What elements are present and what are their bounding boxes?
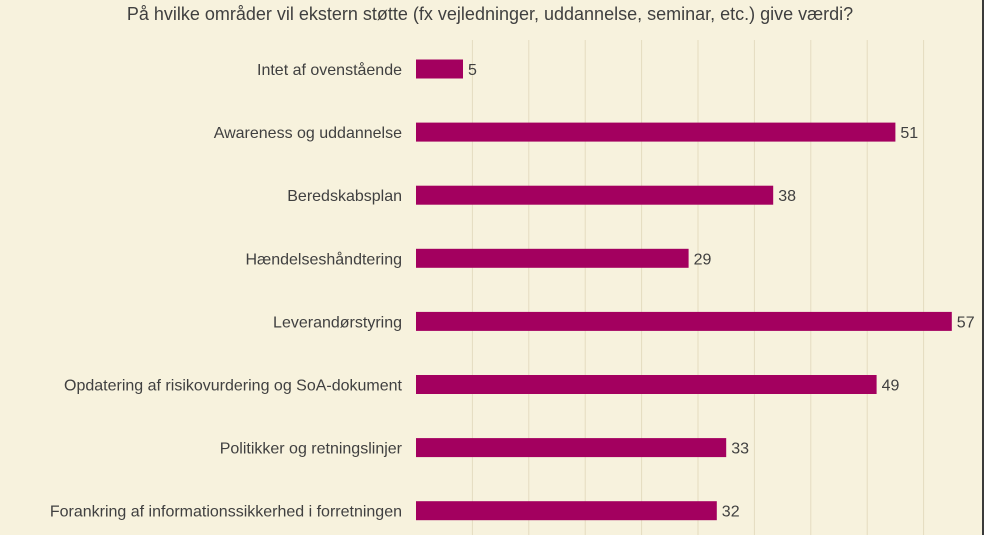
category-label: Leverandørstyring	[273, 314, 402, 331]
data-label: 51	[900, 125, 918, 142]
bar	[416, 311, 952, 331]
category-label: Awareness og uddannelse	[214, 125, 402, 142]
chart-title: På hvilke områder vil ekstern støtte (fx…	[126, 4, 854, 24]
data-label: 29	[694, 251, 712, 268]
category-label: Hændelseshåndtering	[245, 250, 402, 268]
bar	[416, 375, 877, 394]
data-label: 57	[957, 314, 975, 331]
bar	[416, 438, 727, 458]
bar	[416, 122, 896, 142]
bar	[416, 185, 774, 205]
data-label: 49	[882, 378, 900, 395]
data-label: 5	[468, 62, 477, 79]
category-label: Politikker og retningslinjer	[220, 441, 403, 458]
category-label: Beredskabsplan	[287, 188, 402, 205]
data-label: 32	[722, 504, 740, 521]
category-label: Intet af ovenstående	[257, 61, 402, 79]
category-label: Opdatering af risikovurdering og SoA-dok…	[64, 378, 403, 395]
bar	[416, 59, 463, 79]
bar	[416, 248, 689, 268]
data-label: 38	[778, 188, 796, 205]
bar	[416, 501, 717, 521]
data-label: 33	[731, 441, 749, 458]
category-label: Forankring af informationssikkerhed i fo…	[50, 504, 402, 521]
